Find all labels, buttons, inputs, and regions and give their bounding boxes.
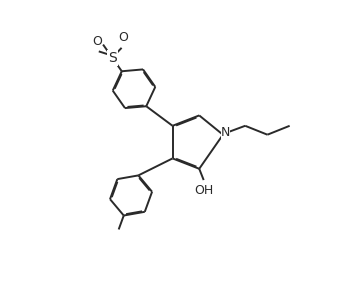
Text: S: S: [108, 51, 117, 65]
Text: N: N: [221, 126, 230, 139]
Text: O: O: [118, 31, 128, 44]
Text: O: O: [92, 35, 102, 48]
Text: OH: OH: [194, 184, 213, 197]
